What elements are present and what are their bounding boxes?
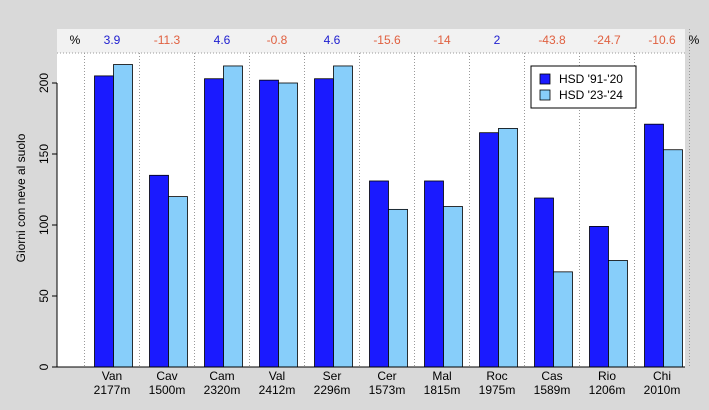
- percent-label-ser: 4.6: [324, 33, 341, 47]
- elevation-label-ser: 2296m: [314, 383, 351, 397]
- elevation-label-cer: 1573m: [369, 383, 406, 397]
- percent-label-chi: -10.6: [648, 33, 676, 47]
- category-label-cam: Cam: [209, 369, 234, 383]
- bars: [94, 64, 683, 368]
- category-label-val: Val: [269, 369, 285, 383]
- elevation-label-cas: 1589m: [534, 383, 571, 397]
- y-axis: 0 50 100 150 200: [37, 73, 58, 370]
- y-tick-label: 50: [37, 289, 51, 303]
- bar-cam-series-1: [204, 78, 224, 368]
- elevation-label-chi: 2010m: [644, 383, 681, 397]
- percent-label-cas: -43.8: [538, 33, 566, 47]
- y-tick-label: 200: [37, 73, 51, 93]
- elevation-label-val: 2412m: [259, 383, 296, 397]
- bar-ser-series-2: [333, 65, 353, 368]
- y-tick-label: 150: [37, 144, 51, 164]
- bar-roc-series-1: [479, 132, 499, 368]
- percent-label-mal: -14: [433, 33, 451, 47]
- percent-band: [57, 29, 685, 53]
- percent-symbol-right: %: [689, 33, 700, 47]
- category-label-van: Van: [102, 369, 122, 383]
- bar-cav-series-2: [168, 196, 188, 368]
- y-tick-label: 100: [37, 215, 51, 235]
- percent-symbol-left: %: [70, 33, 81, 47]
- bar-mal-series-2: [443, 206, 463, 368]
- percent-label-cer: -15.6: [373, 33, 401, 47]
- elevation-label-mal: 1815m: [424, 383, 461, 397]
- category-label-mal: Mal: [432, 369, 451, 383]
- category-label-chi: Chi: [653, 369, 671, 383]
- category-label-cav: Cav: [156, 369, 177, 383]
- percent-label-val: -0.8: [267, 33, 288, 47]
- percent-change-row: 3.9 -11.3 4.6 -0.8 4.6 -15.6 -14 2 -43.8 -24.7 -10…: [57, 29, 685, 54]
- bar-roc-series-2: [498, 128, 518, 368]
- bar-cav-series-1: [149, 174, 169, 368]
- y-axis-title: Giorni con neve al suolo: [14, 133, 28, 262]
- legend-swatch-2: [539, 89, 551, 101]
- bar-ser-series-1: [314, 78, 334, 368]
- bar-cam-series-2: [223, 65, 243, 368]
- category-label-cas: Cas: [541, 369, 562, 383]
- bar-chi-series-1: [644, 123, 664, 368]
- elevation-label-rio: 1206m: [589, 383, 626, 397]
- category-label-ser: Ser: [323, 369, 342, 383]
- percent-label-cav: -11.3: [154, 33, 181, 47]
- bar-rio-series-2: [608, 260, 628, 368]
- percent-label-van: 3.9: [104, 33, 121, 47]
- legend-label-1: HSD '91-'20: [559, 72, 623, 86]
- percent-label-cam: 4.6: [214, 33, 231, 47]
- bar-cer-series-1: [369, 180, 389, 368]
- bar-val-series-1: [259, 79, 279, 368]
- legend-box: [530, 65, 637, 109]
- bar-van-series-2: [113, 64, 133, 368]
- legend: HSD '91-'20 HSD '23-'24: [530, 65, 637, 109]
- bar-mal-series-1: [424, 180, 444, 368]
- bar-cer-series-2: [388, 208, 408, 368]
- bar-chi-series-2: [663, 149, 683, 368]
- elevation-label-cam: 2320m: [204, 383, 241, 397]
- bar-val-series-2: [278, 82, 298, 368]
- category-label-cer: Cer: [377, 369, 396, 383]
- legend-label-2: HSD '23-'24: [559, 88, 623, 102]
- category-label-rio: Rio: [598, 369, 616, 383]
- elevation-label-roc: 1975m: [479, 383, 516, 397]
- bar-rio-series-1: [589, 226, 609, 368]
- percent-label-roc: 2: [494, 33, 501, 47]
- bar-van-series-1: [94, 75, 114, 368]
- vertical-grid: [84, 29, 690, 367]
- elevation-label-cav: 1500m: [149, 383, 186, 397]
- bar-cas-series-1: [534, 197, 554, 368]
- elevation-label-van: 2177m: [94, 383, 131, 397]
- y-tick-label: 0: [37, 363, 51, 370]
- category-label-roc: Roc: [486, 369, 507, 383]
- bar-cas-series-2: [553, 271, 573, 368]
- percent-label-rio: -24.7: [593, 33, 621, 47]
- legend-swatch-1: [539, 73, 551, 85]
